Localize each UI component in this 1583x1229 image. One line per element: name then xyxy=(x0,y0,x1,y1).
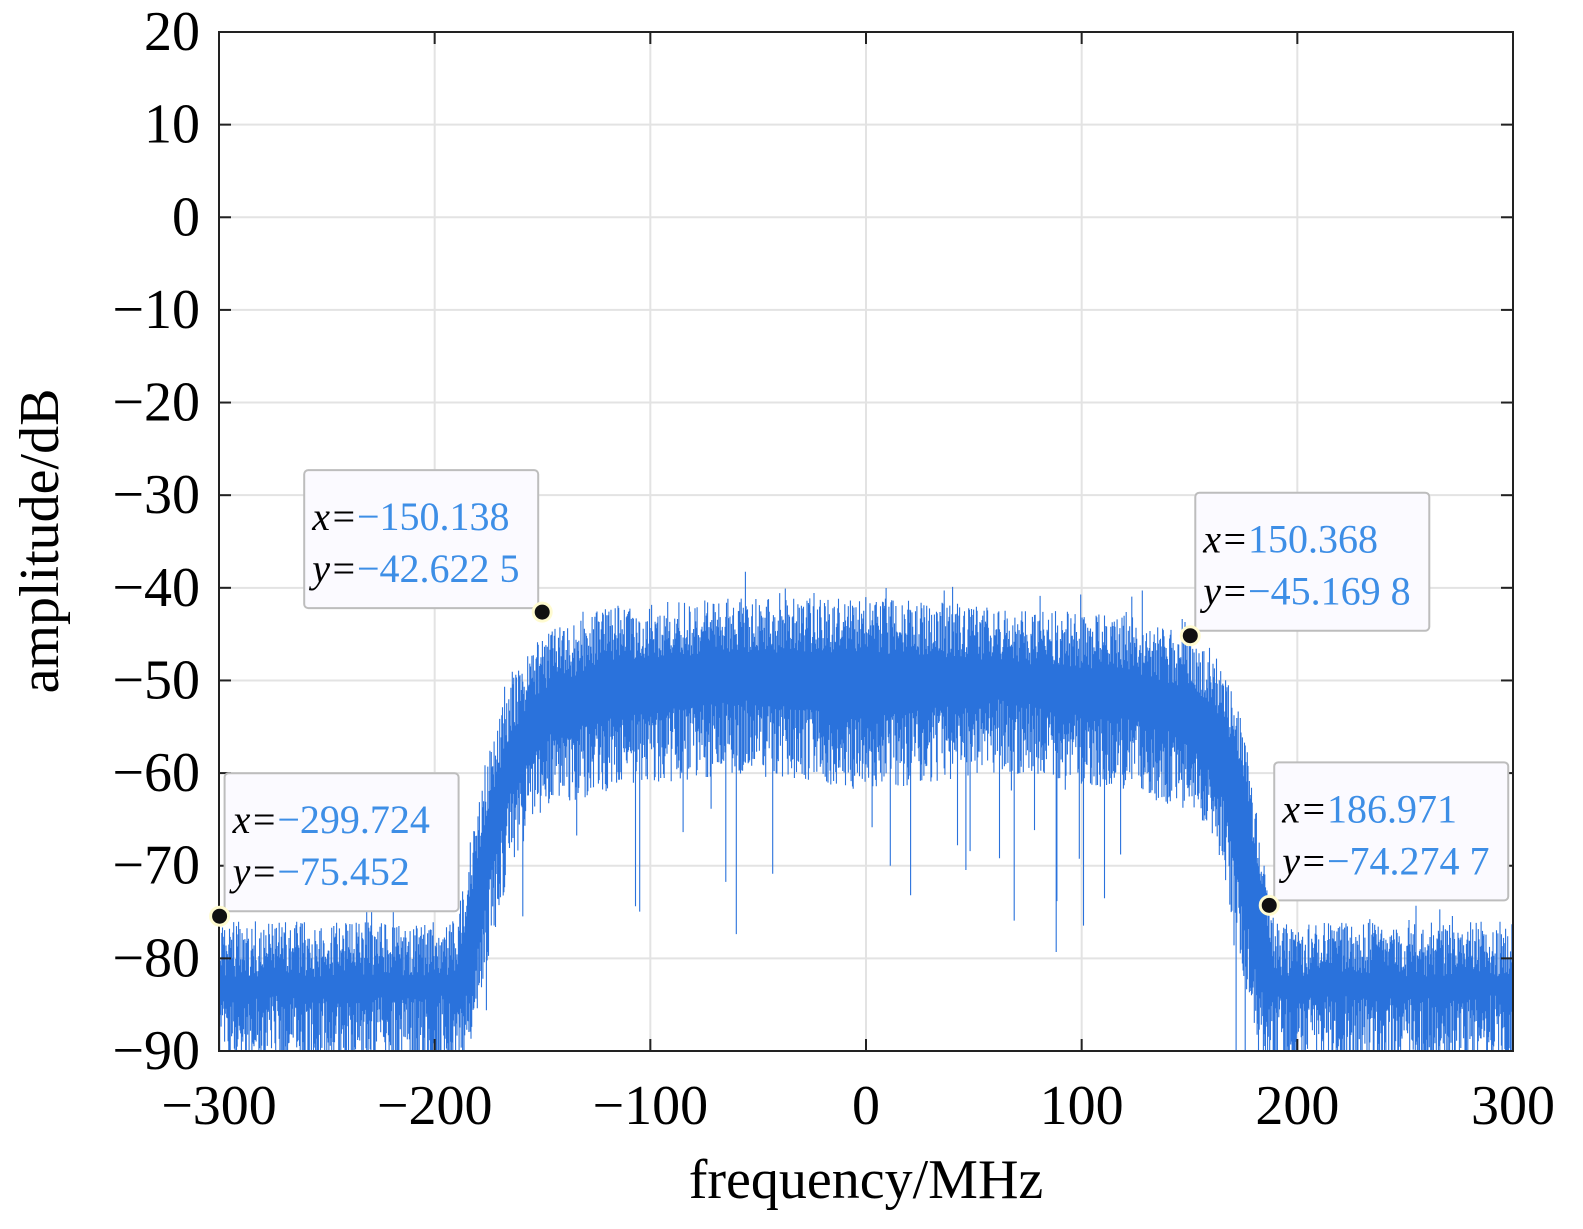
data-tip-y-label: y= xyxy=(308,546,357,591)
ticks: −300 −200 −100 0 100 200 30020100−10−20−30−40−… xyxy=(112,1,1555,1137)
data-tip-x-label: x= xyxy=(1202,517,1248,562)
data-tip-x-value: 150.368 xyxy=(1248,517,1378,562)
data-tip-marker xyxy=(1258,894,1280,916)
data-tip-x-value: −150.138 xyxy=(357,494,510,539)
data-tip-x-value: −299.724 xyxy=(277,797,430,842)
data-tip-marker xyxy=(209,905,231,927)
data-tip-y-value: −42.622 5 xyxy=(357,546,520,591)
y-tick-label: −10 xyxy=(112,279,200,341)
data-tip-box xyxy=(1273,761,1510,902)
data-tip-y-text: y=−74.274 7 xyxy=(1278,838,1489,883)
data-tip-box xyxy=(1194,491,1431,632)
data-tip-box xyxy=(303,469,540,610)
y-tick-label: −90 xyxy=(112,1020,200,1082)
y-tick-label: 0 xyxy=(172,186,200,248)
y-tick-label: −70 xyxy=(112,835,200,897)
data-tip-x-value: 186.971 xyxy=(1327,786,1457,831)
data-tip-y-label: y= xyxy=(1278,838,1327,883)
data-tip-box xyxy=(223,772,460,913)
data-tip-marker xyxy=(1179,625,1201,647)
data-tip-y-text: y=−45.169 8 xyxy=(1199,569,1410,614)
data-tip-x-label: x= xyxy=(311,494,357,539)
data-tip-x-label: x= xyxy=(1281,786,1327,831)
data-tip-y-label: y= xyxy=(229,849,278,894)
data-tip-x-text: x=−299.724 xyxy=(232,797,430,842)
data-tip-x-text: x=−150.138 xyxy=(311,494,509,539)
data-tip-marker xyxy=(531,601,553,623)
y-tick-label: −50 xyxy=(112,649,200,711)
y-tick-label: −60 xyxy=(112,742,200,804)
y-tick-label: −20 xyxy=(112,372,200,434)
x-tick-label: −300 xyxy=(161,1075,277,1137)
y-tick-label: 10 xyxy=(144,94,200,156)
data-tip-y-label: y= xyxy=(1199,569,1248,614)
y-tick-label: 20 xyxy=(144,1,200,63)
data-tip-x-text: x=186.971 xyxy=(1281,786,1457,831)
y-tick-label: −80 xyxy=(112,927,200,989)
data-tip-x-label: x= xyxy=(232,797,278,842)
x-tick-label: −100 xyxy=(593,1075,709,1137)
x-tick-label: 100 xyxy=(1040,1075,1124,1137)
data-tip-y-text: y=−42.622 5 xyxy=(308,546,519,591)
data-tip: x=−299.724 y=−75.452 xyxy=(209,772,460,927)
y-axis-label: amplitude/dB xyxy=(9,389,71,694)
data-tip-y-value: −75.452 xyxy=(277,849,410,894)
data-tip-y-value: −45.169 8 xyxy=(1248,569,1411,614)
data-tip-y-value: −74.274 7 xyxy=(1327,838,1490,883)
x-tick-label: 300 xyxy=(1471,1075,1555,1137)
x-tick-label: 0 xyxy=(852,1075,880,1137)
x-axis-label: frequency/MHz xyxy=(689,1149,1044,1211)
x-tick-label: 200 xyxy=(1255,1075,1339,1137)
data-tip-y-text: y=−75.452 xyxy=(229,849,410,894)
y-tick-label: −40 xyxy=(112,557,200,619)
data-tip-x-text: x=150.368 xyxy=(1202,517,1378,562)
y-tick-label: −30 xyxy=(112,464,200,526)
x-tick-label: −200 xyxy=(377,1075,493,1137)
